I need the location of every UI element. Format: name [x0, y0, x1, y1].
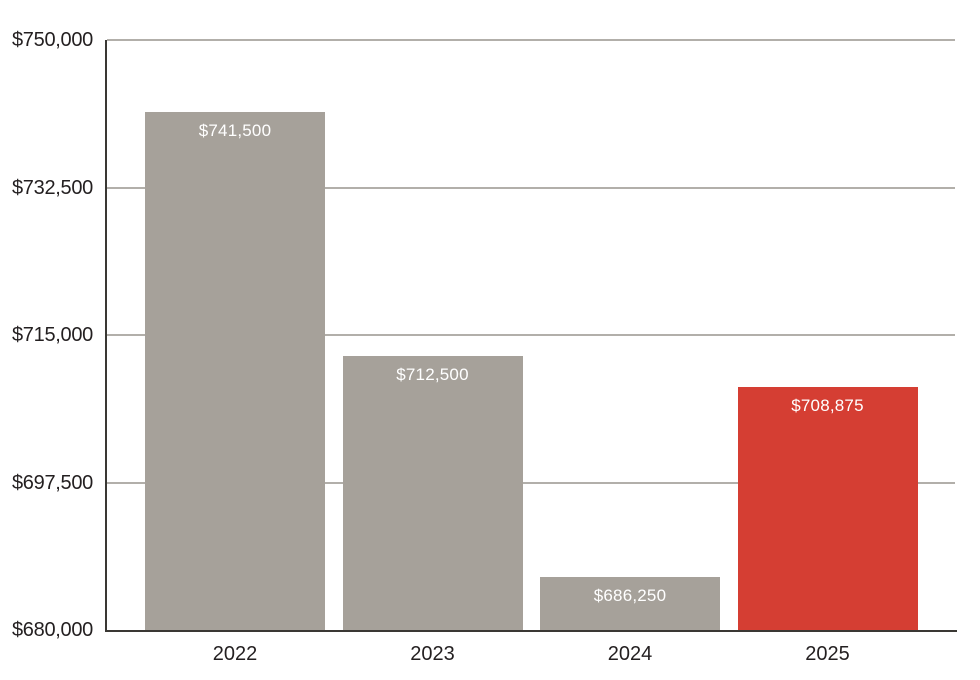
- x-tick-label-2023: 2023: [410, 643, 455, 665]
- bar-2022: $741,500: [145, 111, 325, 630]
- bar-2025: $708,875: [737, 386, 918, 630]
- plot-area: $741,500 $712,500 $686,250 $708,875: [105, 39, 957, 632]
- x-tick-label-2024: 2024: [607, 643, 653, 665]
- bar-value-label: $712,500: [396, 365, 469, 385]
- gridline-732500: [107, 186, 955, 189]
- y-tick-label: $715,000: [11, 324, 93, 346]
- y-tick-label: $680,000: [11, 619, 93, 641]
- bar-2024: $686,250: [540, 577, 720, 630]
- x-tick-label-2022: 2022: [212, 643, 258, 665]
- y-tick-label: $732,500: [11, 176, 93, 199]
- gridline-697500: [107, 481, 955, 484]
- y-tick-label: $697,500: [11, 471, 93, 494]
- x-tick-label-2025: 2025: [805, 643, 850, 665]
- y-tick-label: $750,000: [11, 29, 93, 51]
- gridline-750000: [107, 39, 955, 41]
- bar-2023: $712,500: [342, 356, 523, 630]
- bar-value-label: $686,250: [593, 586, 667, 606]
- gridline-715000: [107, 334, 955, 336]
- bar-value-label: $708,875: [791, 395, 864, 415]
- bar-value-label: $741,500: [198, 120, 272, 140]
